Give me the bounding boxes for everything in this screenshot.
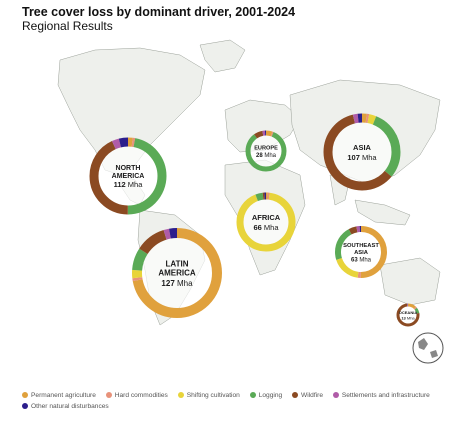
region-value: 66 Mha [253, 223, 279, 232]
ring-segment [132, 228, 222, 318]
legend-swatch [22, 403, 28, 409]
region-value: 63 Mha [351, 257, 372, 263]
legend-swatch [249, 392, 256, 398]
region-value-unit: Mha [262, 223, 280, 232]
legend-item: Shifting cultivation [177, 390, 240, 401]
ring-center [250, 135, 282, 167]
legend-item: Other natural disturbances [22, 401, 109, 412]
region-value: 28 Mha [256, 153, 277, 159]
ring-center [243, 199, 289, 245]
ring-center [98, 146, 158, 206]
legend-item: Permanent agriculture [22, 390, 96, 401]
ring-segment [236, 192, 296, 252]
legend-swatch [22, 392, 28, 398]
chart-title: Tree cover loss by dominant driver, 2001… [22, 5, 296, 19]
region-name: ASIA [354, 250, 369, 256]
region-value-unit: Mha [358, 257, 372, 263]
ring-segment [323, 113, 401, 191]
legend-item: Hard commodities [105, 390, 168, 401]
legend-item: Logging [249, 390, 283, 401]
region-name: AMERICA [112, 173, 145, 180]
chart-subtitle: Regional Results [22, 19, 113, 33]
region-value-unit: Mha [175, 279, 193, 288]
legend-label: Other natural disturbances [31, 403, 109, 410]
region-name: OCEANIA [399, 310, 418, 315]
ring-segment [396, 303, 420, 327]
globe-icon [412, 332, 444, 364]
ring-segment [89, 137, 167, 215]
region-value-unit: Mha [126, 180, 144, 189]
ring-center [399, 306, 417, 324]
legend-label: Shifting cultivation [186, 392, 240, 399]
ring-segment [323, 113, 401, 191]
region-value-number: 107 [347, 153, 360, 162]
ring-center [341, 232, 381, 272]
region-value-number: 112 [114, 180, 126, 189]
chart-legend: Permanent agriculture Hard commodities S… [22, 390, 442, 412]
legend-item: Wildfire [292, 390, 323, 401]
legend-swatch [105, 392, 112, 398]
legend-label: Logging [258, 392, 283, 399]
region-value-number: 28 [256, 153, 263, 159]
legend-swatch [292, 392, 299, 398]
legend-label: Settlements and infrastructure [341, 392, 430, 399]
legend-label: Permanent agriculture [31, 392, 96, 399]
region-value-number: 66 [253, 223, 261, 232]
region-value: 112 Mha [114, 180, 144, 189]
ring-segment [335, 226, 387, 278]
region-value: 127 Mha [161, 279, 193, 288]
region-name: NORTH [116, 165, 141, 172]
legend-swatch [177, 392, 184, 398]
region-name: EUROPE [254, 145, 278, 151]
ring-segment [132, 228, 222, 318]
region-name: AMERICA [158, 269, 196, 278]
ring-center [332, 122, 392, 182]
region-value-number: 13 [401, 316, 406, 321]
ring-segment [335, 226, 387, 278]
ring-segment [245, 130, 287, 172]
region-name: ASIA [353, 143, 372, 152]
region-value-number: 127 [161, 279, 175, 288]
ring-segment [396, 303, 420, 327]
legend-item: Settlements and infrastructure [332, 390, 430, 401]
region-value-number: 63 [351, 257, 358, 263]
region-value-unit: Mha [263, 153, 277, 159]
ring-segment [89, 137, 167, 215]
ring-segment [323, 113, 401, 191]
legend-label: Wildfire [301, 392, 323, 399]
region-value: 107 Mha [347, 153, 377, 162]
legend-label: Hard commodities [114, 392, 168, 399]
region-name: LATIN [166, 259, 189, 268]
region-name: AFRICA [252, 213, 281, 222]
region-value: 13 Mha [401, 316, 415, 321]
ring-center [142, 238, 212, 308]
region-value-unit: Mha [406, 316, 416, 321]
ring-segment [236, 192, 296, 252]
region-value-unit: Mha [360, 153, 378, 162]
region-name: SOUTHEAST [343, 243, 379, 249]
legend-swatch [332, 392, 339, 398]
ring-segment [245, 130, 287, 172]
ring-segment [89, 137, 167, 215]
region-ring: EUROPE 28 Mha [245, 130, 287, 172]
